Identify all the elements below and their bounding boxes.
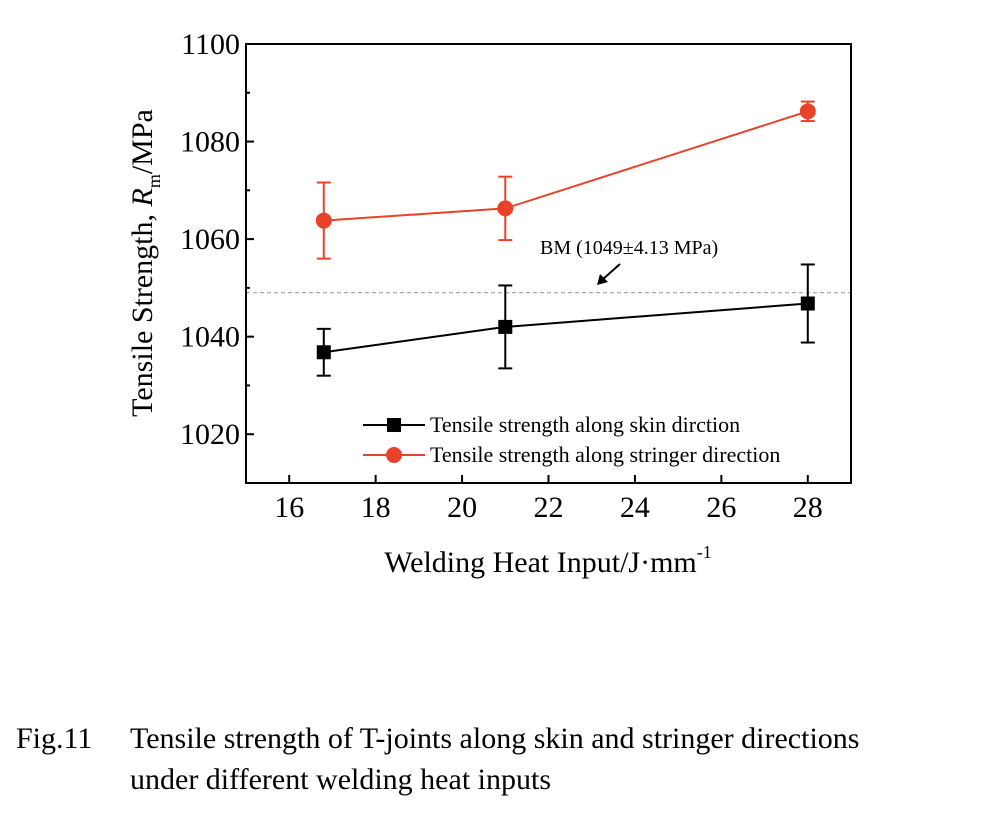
- data-point: [497, 200, 514, 217]
- y-axis-title-main: Tensile Strength,: [126, 206, 159, 416]
- figure-caption-text-1: Tensile strength of T-joints along skin …: [130, 722, 860, 755]
- legend-entry-stringer: Tensile strength along stringer directio…: [430, 442, 780, 467]
- bm-reference-label: BM (1049±4.13 MPa): [540, 237, 718, 259]
- data-point: [498, 319, 513, 334]
- data-point: [315, 212, 332, 229]
- y-tick-label: 1020: [180, 418, 240, 451]
- data-point: [799, 103, 816, 120]
- y-axis-title: Tensile Strength, Rm/MPa: [126, 109, 164, 417]
- series-line-0: [323, 302, 808, 354]
- bm-arrow-head: [597, 274, 608, 285]
- bm-arrow-shaft: [601, 263, 621, 281]
- y-tick-label: 1080: [180, 126, 240, 159]
- figure-caption-line-1: Fig.11 Tensile strength of T-joints along…: [16, 722, 859, 756]
- x-tick-label: 22: [534, 491, 564, 524]
- series-line-1: [323, 110, 809, 222]
- legend: Tensile strength along skin dirction Ten…: [363, 412, 780, 467]
- x-tick-label: 20: [447, 491, 477, 524]
- y-tick-label: 1060: [180, 223, 240, 256]
- y-tick-label: 1040: [180, 321, 240, 354]
- x-tick-label: 26: [706, 491, 736, 524]
- x-tick-label: 28: [793, 491, 823, 524]
- x-axis-title-main: Welding Heat Input/J: [384, 546, 640, 579]
- y-axis-title-unit: /MPa: [126, 109, 159, 174]
- axis-ticks: 16 18 20 22 24 26 28 1020 1040 1060 1080 1100: [180, 28, 823, 524]
- y-tick-label: 1100: [181, 28, 240, 61]
- legend-swatch-skin-marker: [387, 418, 401, 432]
- x-tick-label: 16: [274, 491, 304, 524]
- series-layer: [315, 100, 816, 377]
- data-point: [800, 296, 815, 311]
- chart: 16 18 20 22 24 26 28 1020 1040 1060 1080 1100 BM (1…: [126, 28, 852, 579]
- figure-caption-line-2: under different welding heat inputs: [130, 763, 551, 796]
- y-axis-title-subscript: m: [144, 174, 164, 188]
- legend-entry-skin: Tensile strength along skin dirction: [430, 412, 740, 437]
- x-tick-label: 18: [361, 491, 391, 524]
- y-axis-title-symbol: R: [126, 188, 159, 207]
- x-tick-label: 24: [620, 491, 650, 524]
- x-axis-title-dot: ·: [640, 546, 650, 579]
- data-point: [316, 345, 331, 360]
- x-axis-title: Welding Heat Input/J·mm-1: [384, 542, 712, 579]
- annotation-layer: BM (1049±4.13 MPa): [540, 237, 718, 285]
- figure-number: Fig.11: [16, 722, 93, 755]
- x-axis-title-unit: mm: [650, 546, 697, 579]
- legend-swatch-stringer-marker: [386, 447, 402, 463]
- x-axis-title-superscript: -1: [697, 542, 712, 562]
